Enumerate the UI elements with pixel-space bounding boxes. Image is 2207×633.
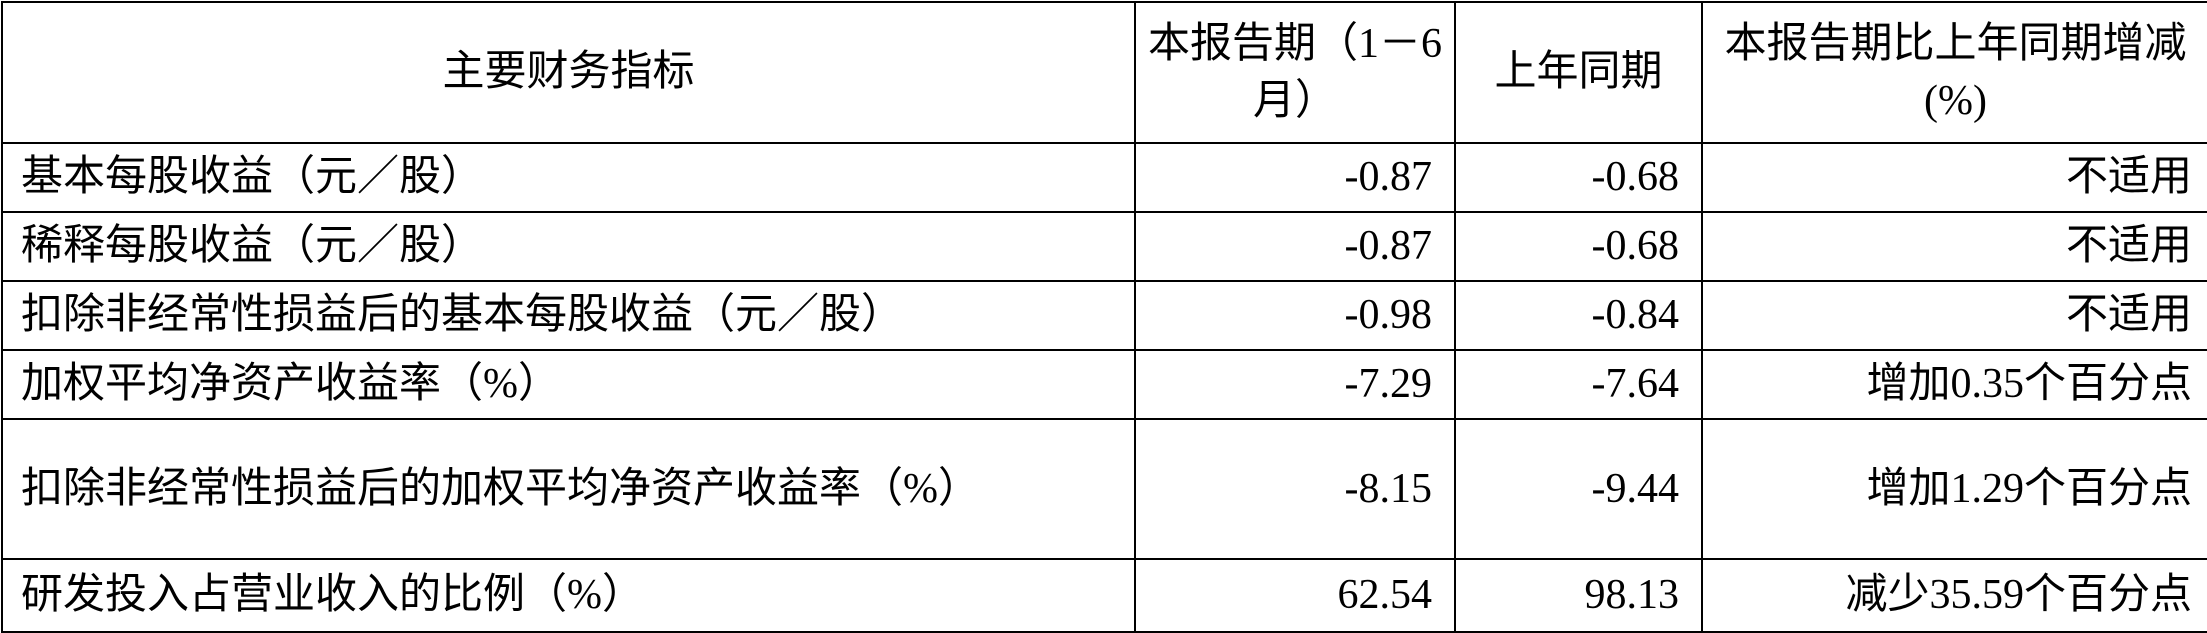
change-cell: 增加1.29个百分点 [1701, 418, 2207, 560]
change-cell: 不适用 [1701, 280, 2207, 351]
change-cell: 不适用 [1701, 142, 2207, 213]
table-row: 扣除非经常性损益后的加权平均净资产收益率（%） -8.15 -9.44 增加1.… [1, 418, 2207, 560]
prior-cell: -0.68 [1454, 142, 1703, 213]
prior-cell: -9.44 [1454, 418, 1703, 560]
header-row: 主要财务指标 本报告期（1－6月） 上年同期 本报告期比上年同期增减(%) [1, 1, 2207, 144]
current-cell: -0.98 [1134, 280, 1456, 351]
current-cell: -8.15 [1134, 418, 1456, 560]
table-row: 加权平均净资产收益率（%） -7.29 -7.64 增加0.35个百分点 [1, 349, 2207, 420]
current-cell: -0.87 [1134, 142, 1456, 213]
prior-cell: -0.68 [1454, 211, 1703, 282]
table-row: 研发投入占营业收入的比例（%） 62.54 98.13 减少35.59个百分点 [1, 558, 2207, 633]
current-cell: -0.87 [1134, 211, 1456, 282]
header-indicator: 主要财务指标 [1, 1, 1136, 144]
header-change: 本报告期比上年同期增减(%) [1701, 1, 2207, 144]
prior-cell: -7.64 [1454, 349, 1703, 420]
table-row: 扣除非经常性损益后的基本每股收益（元／股） -0.98 -0.84 不适用 [1, 280, 2207, 351]
table-row: 稀释每股收益（元／股） -0.87 -0.68 不适用 [1, 211, 2207, 282]
indicator-cell: 基本每股收益（元／股） [1, 142, 1136, 213]
indicator-cell: 稀释每股收益（元／股） [1, 211, 1136, 282]
change-cell: 减少35.59个百分点 [1701, 558, 2207, 633]
current-cell: 62.54 [1134, 558, 1456, 633]
prior-cell: -0.84 [1454, 280, 1703, 351]
change-cell: 增加0.35个百分点 [1701, 349, 2207, 420]
indicator-cell: 扣除非经常性损益后的加权平均净资产收益率（%） [1, 418, 1136, 560]
current-cell: -7.29 [1134, 349, 1456, 420]
prior-cell: 98.13 [1454, 558, 1703, 633]
change-cell: 不适用 [1701, 211, 2207, 282]
indicator-cell: 研发投入占营业收入的比例（%） [1, 558, 1136, 633]
header-prior-period: 上年同期 [1454, 1, 1703, 144]
indicator-cell: 加权平均净资产收益率（%） [1, 349, 1136, 420]
indicator-cell: 扣除非经常性损益后的基本每股收益（元／股） [1, 280, 1136, 351]
table-row: 基本每股收益（元／股） -0.87 -0.68 不适用 [1, 142, 2207, 213]
header-current-period: 本报告期（1－6月） [1134, 1, 1456, 144]
